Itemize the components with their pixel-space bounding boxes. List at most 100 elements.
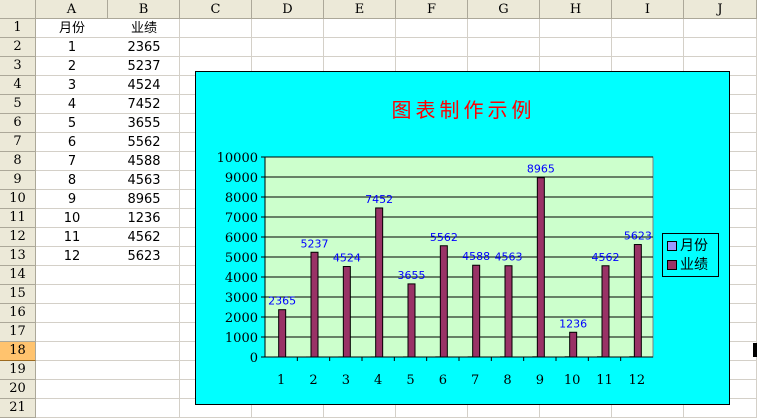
x-tick-label-4: 4 [374, 373, 382, 388]
column-header-a[interactable]: A [36, 0, 108, 19]
cell-b1[interactable]: 业绩 [130, 21, 157, 36]
cell-a13[interactable]: 12 [63, 249, 81, 264]
x-tick-label-3: 3 [342, 373, 350, 388]
cell-a4[interactable]: 3 [67, 78, 77, 93]
cell-a12[interactable]: 11 [63, 230, 81, 245]
bar-series-2-10 [569, 331, 578, 358]
data-label-11: 4562 [592, 251, 620, 264]
data-label-10: 1236 [559, 317, 587, 330]
row-header-9[interactable]: 9 [0, 171, 36, 190]
bar-series-2-5 [407, 283, 416, 358]
bar-series-2-8 [504, 265, 513, 358]
y-tick-label: 1000 [225, 331, 258, 346]
x-tick-label-8: 8 [503, 373, 511, 388]
row-header-10[interactable]: 10 [0, 190, 36, 209]
row-header-20[interactable]: 20 [0, 380, 36, 399]
x-tick-label-9: 9 [536, 373, 544, 388]
column-header-c[interactable]: C [180, 0, 252, 19]
cell-a5[interactable]: 4 [67, 97, 77, 112]
data-label-9: 8965 [527, 163, 555, 176]
cell-b7[interactable]: 5562 [127, 135, 161, 150]
cell-b9[interactable]: 4563 [127, 173, 161, 188]
y-tick-label: 7000 [225, 211, 258, 226]
cell-a3[interactable]: 2 [67, 59, 77, 74]
column-header-h[interactable]: H [540, 0, 612, 19]
cell-b8[interactable]: 4588 [127, 154, 161, 169]
legend-swatch-series-2 [667, 260, 677, 270]
gridline-horizontal [36, 37, 757, 38]
row-header-17[interactable]: 17 [0, 323, 36, 342]
data-label-12: 5623 [624, 230, 652, 243]
column-header-e[interactable]: E [324, 0, 396, 19]
y-tick-label: 5000 [225, 251, 258, 266]
row-header-12[interactable]: 12 [0, 228, 36, 247]
x-tick-label-10: 10 [564, 373, 581, 388]
column-header-i[interactable]: I [612, 0, 684, 19]
cell-b10[interactable]: 8965 [127, 192, 161, 207]
x-tick-label-6: 6 [439, 373, 447, 388]
row-header-13[interactable]: 13 [0, 247, 36, 266]
cell-a1[interactable]: 月份 [58, 21, 85, 36]
cell-b12[interactable]: 4562 [127, 230, 161, 245]
y-tick-label: 6000 [225, 231, 258, 246]
cell-b4[interactable]: 4524 [127, 78, 161, 93]
cell-b6[interactable]: 3655 [127, 116, 161, 131]
cell-b3[interactable]: 5237 [127, 59, 161, 74]
data-label-5: 3655 [398, 269, 426, 282]
row-header-11[interactable]: 11 [0, 209, 36, 228]
data-label-1: 2365 [268, 295, 296, 308]
column-header-f[interactable]: F [396, 0, 468, 19]
row-header-6[interactable]: 6 [0, 114, 36, 133]
chart-title: 图表制作示例 [391, 98, 536, 122]
row-header-3[interactable]: 3 [0, 57, 36, 76]
column-header-g[interactable]: G [468, 0, 540, 19]
gridline-vertical [179, 19, 180, 418]
row-header-19[interactable]: 19 [0, 361, 36, 380]
cell-b11[interactable]: 1236 [127, 211, 161, 226]
y-tick-label: 4000 [225, 271, 258, 286]
chart-legend[interactable]: 月份 业绩 [662, 233, 719, 277]
gridline-horizontal [36, 56, 757, 57]
row-header-16[interactable]: 16 [0, 304, 36, 323]
cell-b2[interactable]: 2365 [127, 40, 161, 55]
row-header-14[interactable]: 14 [0, 266, 36, 285]
row-header-18[interactable]: 18 [0, 342, 36, 361]
cell-a7[interactable]: 6 [67, 135, 77, 150]
cell-a8[interactable]: 7 [67, 154, 77, 169]
x-tick-label-7: 7 [471, 373, 479, 388]
row-header-1[interactable]: 1 [0, 19, 36, 38]
y-tick-label: 2000 [225, 311, 258, 326]
row-header-7[interactable]: 7 [0, 133, 36, 152]
cell-a10[interactable]: 9 [67, 192, 77, 207]
cell-b13[interactable]: 5623 [127, 249, 161, 264]
cell-b5[interactable]: 7452 [127, 97, 161, 112]
bar-series-2-1 [278, 309, 287, 358]
legend-swatch-series-1 [667, 241, 677, 251]
bar-series-2-3 [342, 266, 351, 358]
bar-series-2-7 [472, 264, 481, 358]
bar-series-2-9 [536, 177, 545, 358]
x-tick-label-5: 5 [406, 373, 414, 388]
cell-a11[interactable]: 10 [63, 211, 81, 226]
cell-a6[interactable]: 5 [67, 116, 77, 131]
cell-a9[interactable]: 8 [67, 173, 77, 188]
x-tick-label-1: 1 [277, 373, 285, 388]
legend-label-series-2: 业绩 [680, 257, 708, 273]
row-header-2[interactable]: 2 [0, 38, 36, 57]
row-header-4[interactable]: 4 [0, 76, 36, 95]
column-header-b[interactable]: B [108, 0, 180, 19]
row-header-15[interactable]: 15 [0, 285, 36, 304]
select-all-corner[interactable] [0, 0, 36, 19]
row-header-8[interactable]: 8 [0, 152, 36, 171]
bar-series-2-6 [439, 245, 448, 358]
legend-label-series-1: 月份 [680, 238, 708, 254]
split-marker[interactable] [753, 343, 757, 357]
x-tick-label-2: 2 [309, 373, 317, 388]
cell-a2[interactable]: 1 [67, 40, 77, 55]
x-tick-label-11: 11 [596, 373, 613, 388]
row-header-5[interactable]: 5 [0, 95, 36, 114]
y-tick-label: 0 [250, 351, 258, 366]
column-header-d[interactable]: D [252, 0, 324, 19]
bar-series-2-12 [633, 244, 642, 358]
